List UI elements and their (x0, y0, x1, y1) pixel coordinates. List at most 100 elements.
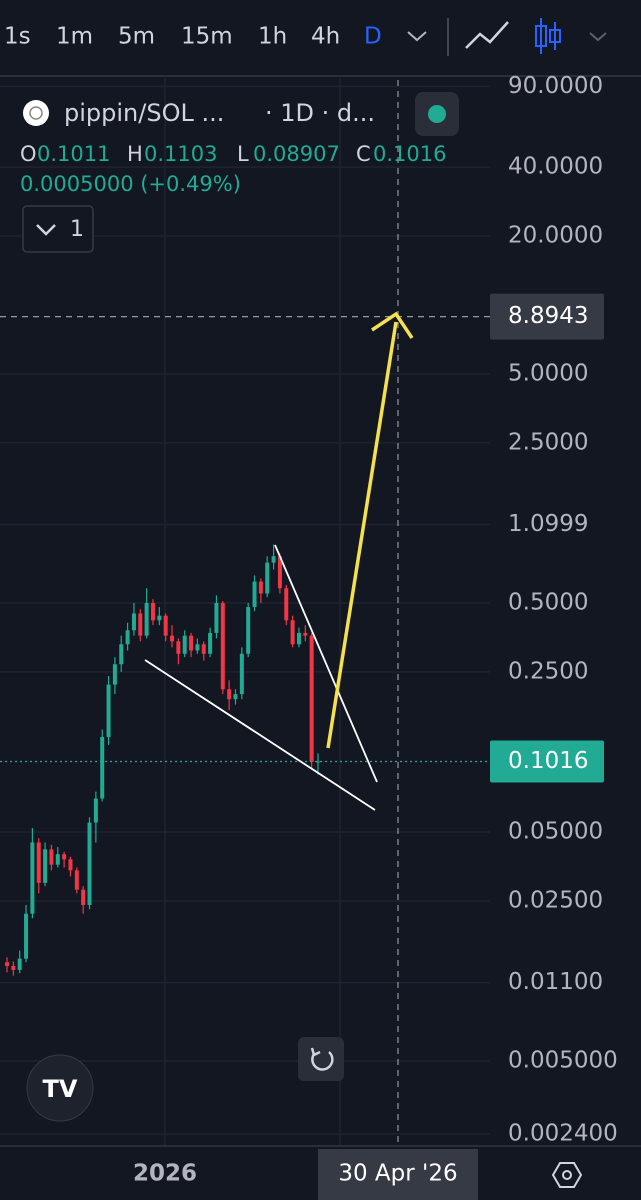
candle-body (265, 562, 270, 594)
reset-icon-tip (310, 1047, 321, 1057)
y-tick-label: 0.002400 (508, 1121, 618, 1147)
candle-body (227, 689, 232, 700)
candle-body (55, 854, 60, 865)
crosshair-date-box (318, 1149, 478, 1200)
candle-body (157, 615, 162, 621)
candle-body (150, 602, 155, 621)
candle-body (239, 653, 244, 695)
indicator-toggle[interactable] (22, 205, 94, 253)
candle-body (131, 613, 136, 631)
candle-body (24, 913, 29, 959)
y-tick-label: 90.0000 (508, 73, 603, 99)
candle-body (170, 635, 175, 642)
drawings (144, 311, 414, 811)
close-label: C (356, 142, 371, 166)
support-trendline (144, 659, 376, 811)
reset-button[interactable] (298, 1037, 344, 1081)
arrow-head (371, 311, 414, 339)
interval-dropdown[interactable] (407, 31, 427, 42)
crosshair-price-box (490, 293, 604, 340)
resistance-trendline (274, 544, 378, 783)
candle-body (119, 644, 124, 665)
reset-icon (311, 1051, 334, 1071)
interval-button[interactable]: 1m (56, 24, 93, 50)
brand-logo[interactable] (26, 1054, 94, 1122)
candle-body (100, 736, 105, 799)
line-style-icon[interactable] (465, 21, 509, 49)
market-status (428, 105, 446, 123)
candle-body (93, 798, 98, 823)
interval-button[interactable]: 1s (4, 24, 31, 50)
settings-icon[interactable] (551, 1162, 583, 1188)
candle-body (303, 632, 308, 636)
close-value: 0.1016 (373, 142, 446, 166)
candle-body (296, 632, 301, 645)
candle-body (182, 635, 187, 654)
candle-body (309, 635, 314, 762)
y-tick-label: 0.005000 (508, 1048, 618, 1074)
candle-body (138, 613, 143, 636)
candle-body (49, 849, 54, 865)
high-value: 0.1103 (144, 142, 217, 166)
candle-body (17, 958, 22, 970)
candle-body (5, 962, 9, 967)
candle-body (81, 889, 86, 906)
candle-body (271, 556, 276, 563)
y-tick-label: 1.0999 (508, 511, 588, 537)
low-value: 0.08907 (253, 142, 340, 166)
candle-body (258, 581, 263, 594)
symbol-name[interactable]: pippin/SOL ... (64, 99, 224, 127)
candle-body (74, 870, 79, 890)
candle-body (11, 966, 16, 970)
candle-body (43, 849, 48, 883)
style-dropdown[interactable] (589, 32, 607, 42)
candle-body (68, 859, 73, 871)
candle-style-icon[interactable] (535, 18, 561, 54)
symbol-meta: · 1D · d... (265, 99, 375, 127)
candle-body (36, 842, 41, 883)
candle-body (30, 842, 35, 914)
candle-body (214, 602, 219, 633)
candle-body (125, 630, 130, 645)
x-tick-label: 2026 (133, 1161, 197, 1187)
y-tick-label: 5.0000 (508, 360, 588, 386)
crosshair-price-label: 8.8943 (508, 303, 588, 329)
candle-body (201, 644, 206, 654)
candle-body (176, 641, 181, 654)
y-tick-label: 0.05000 (508, 819, 603, 845)
candle-body (277, 556, 282, 589)
candle-body (233, 694, 238, 700)
high-label: H (127, 142, 143, 166)
candle-body (106, 684, 111, 737)
interval-button[interactable]: 5m (118, 24, 155, 50)
current-price-box (490, 740, 604, 783)
candle-body (144, 602, 149, 636)
candle-body (163, 615, 168, 636)
candle-body (189, 635, 194, 651)
y-tick-label: 2.5000 (508, 429, 588, 455)
crosshair-date: 30 Apr '26 (338, 1161, 457, 1187)
candle-body (284, 588, 289, 621)
candle-body (112, 664, 117, 685)
target-arrow (326, 321, 398, 749)
interval-button[interactable]: 1h (258, 24, 287, 50)
symbol-logo-mark (29, 106, 43, 120)
chevron (36, 224, 56, 236)
indicator-count: 1 (70, 217, 84, 242)
interval-button[interactable]: 15m (181, 24, 233, 50)
candle-body (252, 581, 257, 608)
interval-button[interactable]: 4h (311, 24, 340, 50)
interval-button[interactable]: D (364, 24, 382, 50)
candle-body (246, 607, 251, 654)
y-tick-label: 0.02500 (508, 887, 603, 913)
candle-body (220, 602, 225, 690)
brand-mark: TV (43, 1075, 78, 1103)
y-tick-label: 40.0000 (508, 154, 603, 180)
y-tick-label: 0.5000 (508, 589, 588, 615)
candle-body (195, 644, 200, 651)
open-value: 0.1011 (37, 142, 110, 166)
open-label: O (20, 142, 37, 166)
